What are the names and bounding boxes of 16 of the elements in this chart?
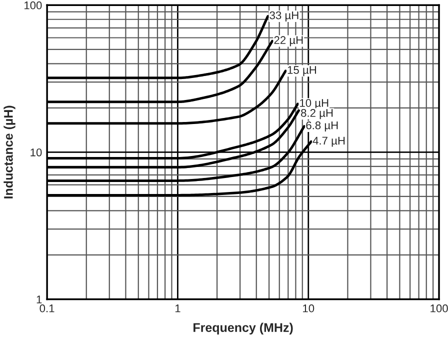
x-tick-label: 100 xyxy=(430,304,448,312)
annotation: 10 µH xyxy=(300,99,328,110)
y-tick-label: 10 xyxy=(30,148,42,156)
x-tick-label: 1 xyxy=(175,304,180,312)
annotation: 8.2 µH xyxy=(301,109,333,120)
annotation: 4.7 µH xyxy=(312,136,345,147)
annotation: 22 µH xyxy=(274,36,303,46)
annotation: 33 µH xyxy=(270,11,298,22)
y-axis-title: Inductance (µH) xyxy=(4,106,16,198)
x-axis-title: Frequency (MHz) xyxy=(194,322,293,334)
annotation: 15 µH xyxy=(288,66,316,76)
y-tick-label: 1 xyxy=(36,296,42,304)
x-tick-label: 0.1 xyxy=(40,304,54,312)
annotation: 6.8 µH xyxy=(306,121,338,132)
y-tick-label: 100 xyxy=(24,1,42,10)
x-tick-label: 10 xyxy=(303,304,314,312)
